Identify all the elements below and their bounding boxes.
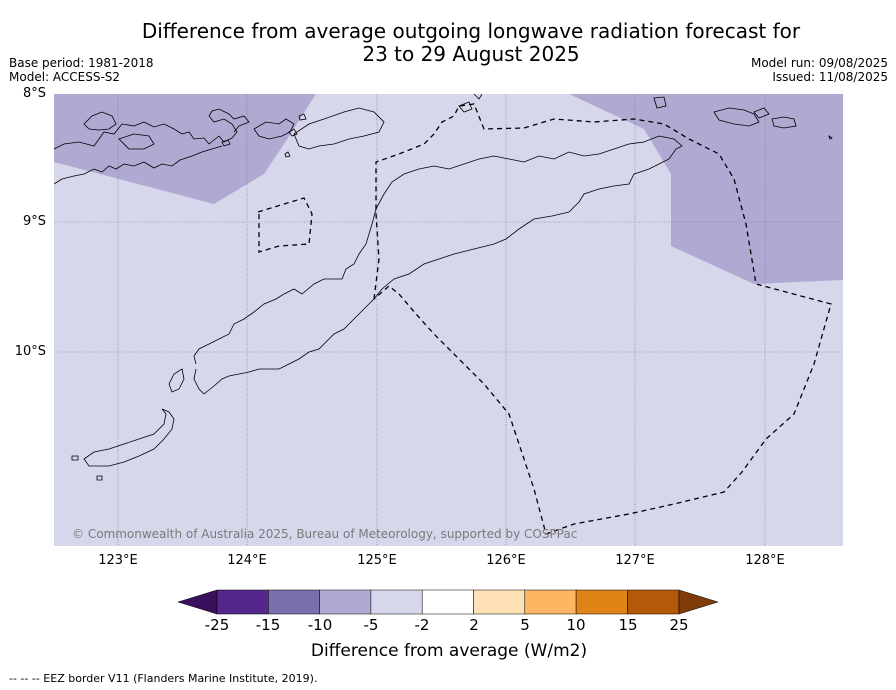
colorbar-segment-5 xyxy=(421,589,474,615)
anomaly-region-northeast xyxy=(569,94,843,284)
copyright-notice: © Commonwealth of Australia 2025, Bureau… xyxy=(72,527,578,541)
colorbar-tick-10: 25 xyxy=(669,616,689,634)
issued-text: Issued: 11/08/2025 xyxy=(772,70,888,84)
colorbar-tick-5: -2 xyxy=(414,616,430,634)
eez-line-main xyxy=(373,103,832,535)
coast-islet-1 xyxy=(221,139,231,147)
lat-label-8s: 8°S xyxy=(22,86,46,101)
map-panel xyxy=(54,94,843,546)
coast-islet-5 xyxy=(473,94,483,100)
colorbar-label: Difference from average (W/m2) xyxy=(310,641,588,661)
lat-label-10s: 10°S xyxy=(14,344,46,359)
colorbar-arrow-low xyxy=(178,589,218,615)
colorbar-segment-6 xyxy=(473,589,526,615)
coast-islet-4 xyxy=(298,113,307,121)
colorbar-tick-3: -10 xyxy=(307,616,333,634)
coast-island-nw-1 xyxy=(83,111,117,131)
lon-label-125e: 125°E xyxy=(357,553,397,568)
meta-right: Model run: 09/08/2025 Issued: 11/08/2025 xyxy=(751,56,888,84)
colorbar-tick-4: -5 xyxy=(363,616,379,634)
lon-label-127e: 127°E xyxy=(615,553,655,568)
base-period-text: Base period: 1981-2018 xyxy=(9,56,154,70)
eez-footnote: -- -- -- EEZ border V11 (Flanders Marine… xyxy=(9,672,318,685)
coast-tanimbar-1 xyxy=(713,107,760,127)
coast-islet-ne-2 xyxy=(753,107,770,119)
coast-savu xyxy=(83,408,175,467)
colorbar xyxy=(178,589,719,615)
coast-flores-south xyxy=(54,145,223,185)
colorbar-segment-1 xyxy=(216,589,269,615)
lon-label-123e: 123°E xyxy=(98,553,138,568)
colorbar-arrow-high xyxy=(678,589,719,615)
coast-islet-sw-2 xyxy=(96,475,103,481)
coast-rote xyxy=(168,368,185,393)
graticule xyxy=(54,94,843,546)
colorbar-tick-1: -25 xyxy=(204,616,230,634)
coast-alor xyxy=(253,118,295,140)
colorbar-segment-3 xyxy=(319,589,372,615)
coast-islet-ne-3 xyxy=(828,135,833,140)
colorbar-tick-8: 10 xyxy=(566,616,586,634)
coastlines xyxy=(54,94,833,481)
coast-timor-north xyxy=(193,135,683,365)
coast-tanimbar-2 xyxy=(771,116,797,129)
colorbar-tick-2: -15 xyxy=(255,616,281,634)
map-title: Difference from average outgoing longwav… xyxy=(0,20,896,66)
coast-islet-3 xyxy=(284,151,291,158)
coast-flores xyxy=(54,108,250,150)
title-line-1: Difference from average outgoing longwav… xyxy=(141,19,801,43)
eez-line-north xyxy=(257,197,313,253)
colorbar-tick-7: 5 xyxy=(520,616,530,634)
colorbar-tick-6: 2 xyxy=(469,616,479,634)
eez-border xyxy=(257,103,832,535)
meta-left: Base period: 1981-2018 Model: ACCESS-S2 xyxy=(9,56,154,84)
coast-islet-2 xyxy=(288,128,298,137)
lat-label-9s: 9°S xyxy=(22,214,46,229)
lon-label-124e: 124°E xyxy=(227,553,267,568)
anomaly-region-northwest xyxy=(54,94,316,204)
coast-island-nw-2 xyxy=(118,133,155,150)
lon-label-126e: 126°E xyxy=(486,553,526,568)
coast-timor-south xyxy=(193,298,375,395)
title-line-2: 23 to 29 August 2025 xyxy=(362,42,580,66)
coast-islet-ne-1 xyxy=(653,96,667,109)
colorbar-tick-9: 15 xyxy=(618,616,638,634)
colorbar-segment-9 xyxy=(627,589,680,615)
map-canvas xyxy=(54,94,843,546)
lon-label-128e: 128°E xyxy=(745,553,785,568)
coast-islet-6 xyxy=(458,101,473,113)
model-text: Model: ACCESS-S2 xyxy=(9,70,121,84)
model-run-text: Model run: 09/08/2025 xyxy=(750,56,888,70)
colorbar-segment-7 xyxy=(524,589,577,615)
coast-islet-sw xyxy=(71,455,79,461)
colorbar-segment-2 xyxy=(268,589,320,615)
coast-wetar xyxy=(293,107,385,150)
colorbar-segment-8 xyxy=(575,589,628,615)
colorbar-segment-4 xyxy=(370,589,423,615)
